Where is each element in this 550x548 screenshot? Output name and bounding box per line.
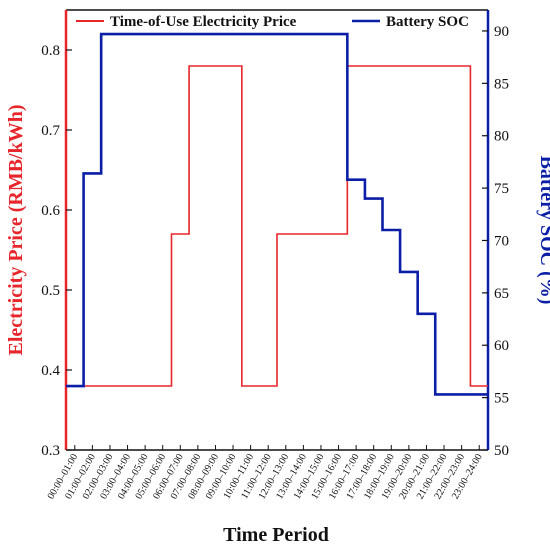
x-axis-title: Time Period <box>223 524 329 546</box>
right-tick-label: 70 <box>494 233 509 249</box>
left-tick-label: 0.3 <box>41 443 60 459</box>
series-layer <box>66 32 488 396</box>
legend: Time-of-Use Electricity Price Battery SOC <box>76 14 469 30</box>
left-tick-label: 0.5 <box>41 283 60 299</box>
right-tick-label: 60 <box>494 338 509 354</box>
right-tick-label: 75 <box>494 181 509 197</box>
right-tick-label: 80 <box>494 129 509 145</box>
right-tick-label: 90 <box>494 24 509 40</box>
left-axis-title: Electricity Price (RMB/kWh) <box>5 104 27 355</box>
left-tick-label: 0.6 <box>41 203 60 219</box>
right-axis-ticks: 50 55 60 65 70 75 80 85 90 <box>482 24 509 459</box>
left-tick-label: 0.7 <box>41 123 60 139</box>
right-axis-title: Battery SOC (%) <box>536 156 550 305</box>
right-tick-label: 85 <box>494 76 509 92</box>
right-tick-label: 50 <box>494 443 509 459</box>
left-tick-label: 0.4 <box>41 363 60 379</box>
right-tick-label: 55 <box>494 391 509 407</box>
legend-soc-label: Battery SOC <box>386 14 469 30</box>
price-series-line <box>66 65 488 387</box>
right-tick-label: 65 <box>494 286 509 302</box>
left-tick-label: 0.8 <box>41 43 60 59</box>
soc-series-line <box>66 32 488 396</box>
legend-price-label: Time-of-Use Electricity Price <box>110 14 297 30</box>
left-axis-ticks: 0.3 0.4 0.5 0.6 0.7 0.8 <box>41 43 72 459</box>
